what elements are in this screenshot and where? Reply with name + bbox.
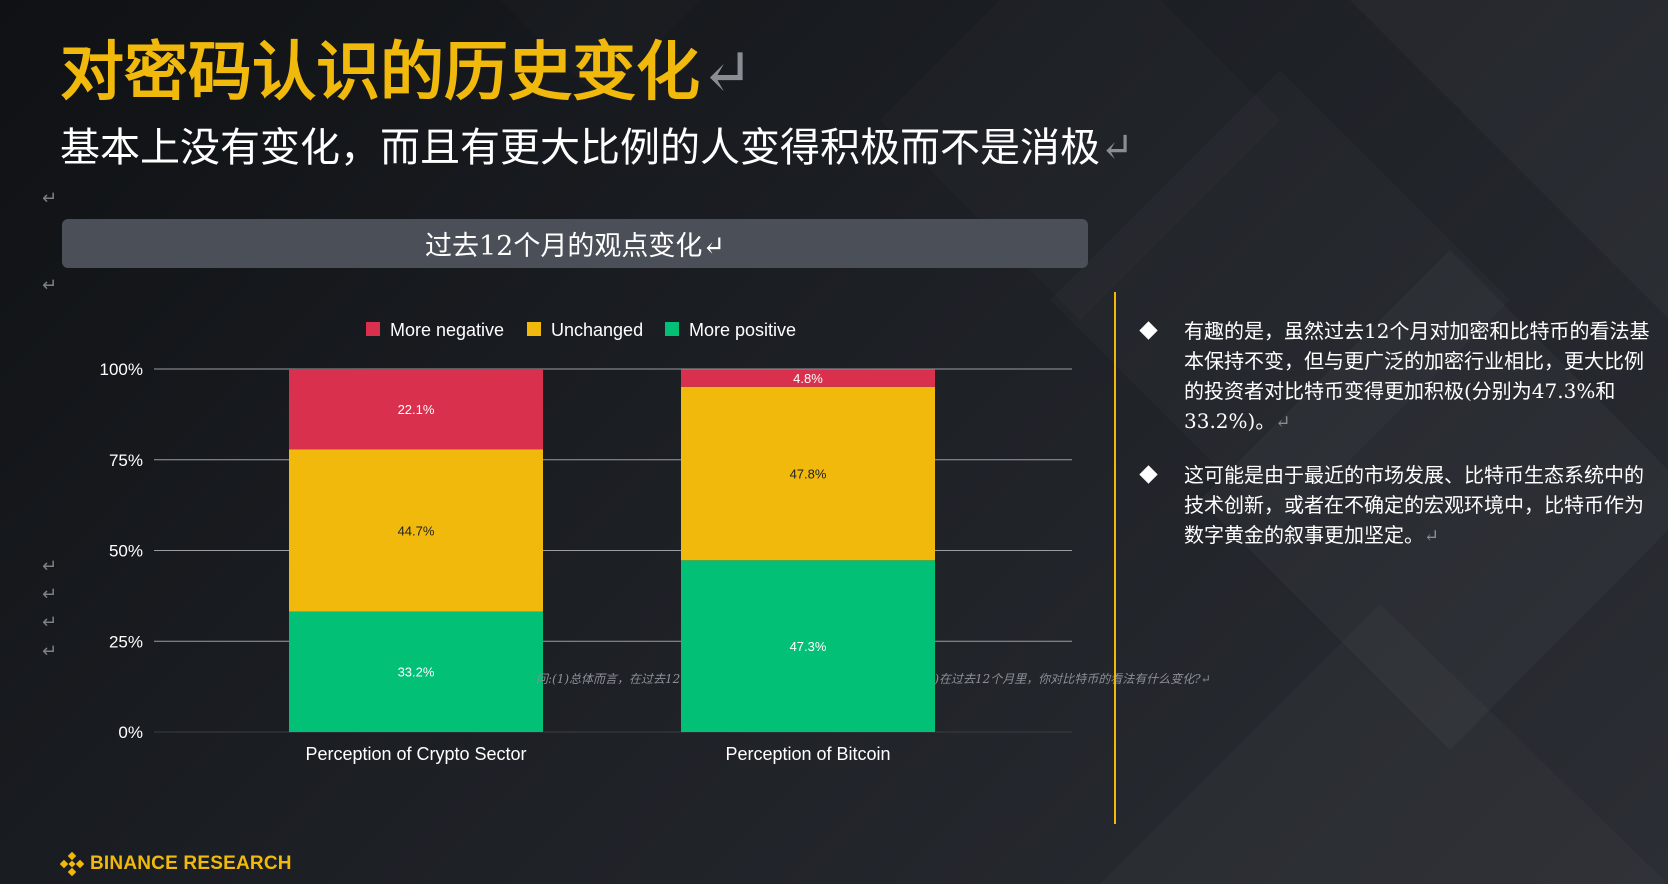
return-mark: ↵	[42, 188, 58, 209]
data-label: 47.3%	[790, 639, 827, 654]
logo-text: BINANCE RESEARCH	[90, 853, 292, 874]
data-label: 47.8%	[790, 467, 827, 482]
data-label: 44.7%	[398, 523, 435, 538]
return-mark: ↵	[42, 556, 58, 577]
y-tick-label: 100%	[100, 360, 143, 379]
commentary-item: 这可能是由于最近的市场发展、比特币生态系统中的技术创新，或者在不确定的宏观环境中…	[1139, 460, 1650, 552]
data-label: 33.2%	[398, 665, 435, 680]
return-mark: ↵	[42, 584, 58, 605]
source-note: 问:(1)总体而言，在过去12)在过去12个月里，你对比特币的看法有什么变化?↵	[536, 672, 1211, 686]
data-label: 4.8%	[793, 371, 823, 386]
commentary-text: 这可能是由于最近的市场发展、比特币生态系统中的技术创新，或者在不确定的宏观环境中…	[1184, 463, 1644, 547]
bar-segment	[289, 611, 543, 732]
return-mark: ↵	[42, 641, 58, 662]
legend-entry: More negative	[390, 320, 504, 340]
diamond-bullet-icon	[1139, 321, 1158, 340]
legend-swatch	[366, 322, 380, 336]
binance-research-logo: BINANCE RESEARCH	[60, 852, 292, 876]
return-mark: ↵	[700, 36, 754, 110]
chart-header: 过去12个月的观点变化↵	[62, 219, 1088, 268]
return-mark: ↵	[42, 275, 58, 296]
commentary-item: 有趣的是，虽然过去12个月对加密和比特币的看法基本保持不变，但与更广泛的加密行业…	[1139, 316, 1650, 438]
binance-logo-icon	[60, 852, 84, 876]
return-mark: ↵	[42, 612, 58, 633]
x-tick-label: Perception of Crypto Sector	[305, 744, 526, 764]
return-mark: ↵	[1100, 125, 1134, 171]
diamond-bullet-icon	[1139, 465, 1158, 484]
commentary-text: 有趣的是，虽然过去12个月对加密和比特币的看法基本保持不变，但与更广泛的加密行业…	[1184, 319, 1650, 433]
legend-entry: Unchanged	[551, 320, 643, 340]
bar-segment	[681, 386, 935, 561]
bar-segment	[681, 560, 935, 732]
bar-segment	[681, 369, 935, 387]
commentary-list: 有趣的是，虽然过去12个月对加密和比特币的看法基本保持不变，但与更广泛的加密行业…	[1139, 316, 1650, 574]
bar-segment	[289, 449, 543, 612]
y-tick-label: 25%	[109, 632, 143, 651]
page-subtitle: 基本上没有变化，而且有更大比例的人变得积极而不是消极↵	[60, 125, 1134, 171]
data-label: 22.1%	[398, 402, 435, 417]
legend-swatch	[665, 322, 679, 336]
legend-entry: More positive	[689, 320, 796, 340]
return-mark: ↵	[702, 231, 725, 262]
y-tick-label: 0%	[118, 723, 143, 742]
page-title: 对密码认识的历史变化↵	[60, 35, 754, 110]
x-tick-label: Perception of Bitcoin	[725, 744, 890, 764]
y-tick-label: 50%	[109, 542, 143, 561]
return-mark: ↵	[1275, 412, 1291, 433]
divider-line	[1114, 292, 1116, 824]
bar-segment	[289, 369, 543, 450]
return-mark: ↵	[1424, 526, 1440, 547]
y-tick-label: 75%	[109, 451, 143, 470]
legend-swatch	[527, 322, 541, 336]
